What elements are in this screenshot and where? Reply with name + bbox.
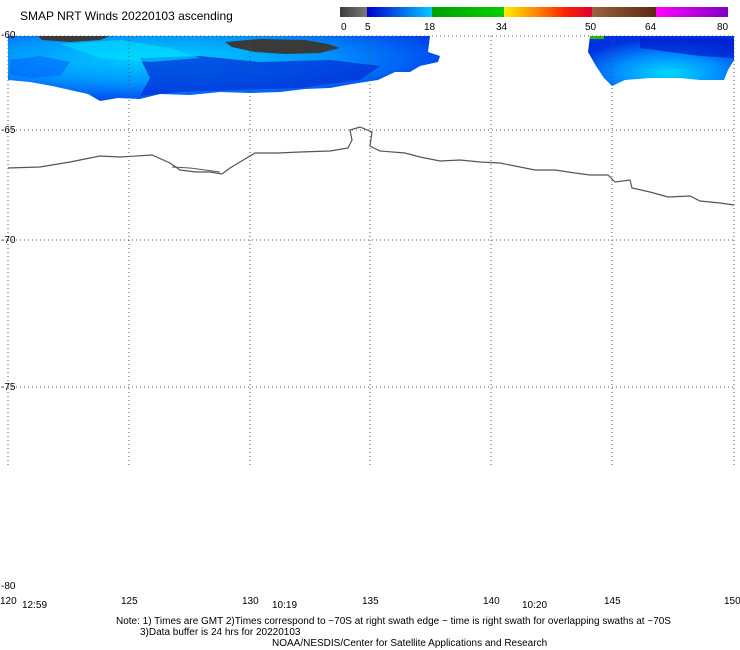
colorbar-label-0: 0	[341, 22, 347, 33]
colorbar: 0 5 18 34 50 64 80	[340, 7, 729, 33]
colorbar-seg-2	[432, 7, 504, 17]
colorbar-label-6: 80	[717, 22, 729, 33]
colorbar-seg-5	[656, 7, 728, 17]
swath-time-1: 10:19	[272, 600, 297, 611]
lat-tick-60: -60	[1, 30, 16, 41]
colorbar-label-3: 34	[496, 22, 508, 33]
coastline-inlet	[171, 166, 221, 173]
note-line-2: 3)Data buffer is 24 hrs for 20220103	[140, 627, 301, 638]
lat-tick-70: -70	[1, 235, 16, 246]
wind-swath-left	[8, 36, 440, 101]
lon-tick-150: 150	[724, 596, 740, 607]
swath-time-2: 10:20	[522, 600, 547, 611]
lon-tick-125: 125	[121, 596, 138, 607]
lat-tick-65: -65	[1, 125, 16, 136]
colorbar-seg-0	[340, 7, 367, 17]
note-line-1: Note: 1) Times are GMT 2)Times correspon…	[116, 616, 671, 627]
wind-swath-right	[588, 36, 734, 86]
colorbar-label-2: 18	[424, 22, 436, 33]
lat-tick-75: -75	[1, 382, 16, 393]
swath-time-0: 12:59	[22, 600, 47, 611]
colorbar-seg-4	[592, 7, 656, 17]
map-title: SMAP NRT Winds 20220103 ascending	[20, 9, 233, 23]
lon-tick-135: 135	[362, 596, 379, 607]
lat-tick-80: -80	[1, 581, 16, 592]
colorbar-seg-1	[367, 7, 432, 17]
ice-mask	[38, 36, 340, 54]
graticule	[7, 35, 735, 465]
lon-tick-120: 120	[0, 596, 17, 607]
colorbar-seg-3	[504, 7, 592, 17]
coastline	[7, 126, 735, 206]
lon-tick-140: 140	[483, 596, 500, 607]
colorbar-label-5: 64	[645, 22, 657, 33]
note-line-3: NOAA/NESDIS/Center for Satellite Applica…	[272, 638, 548, 649]
colorbar-label-1: 5	[365, 22, 371, 33]
colorbar-label-4: 50	[585, 22, 597, 33]
lon-tick-130: 130	[242, 596, 259, 607]
lon-tick-145: 145	[604, 596, 621, 607]
